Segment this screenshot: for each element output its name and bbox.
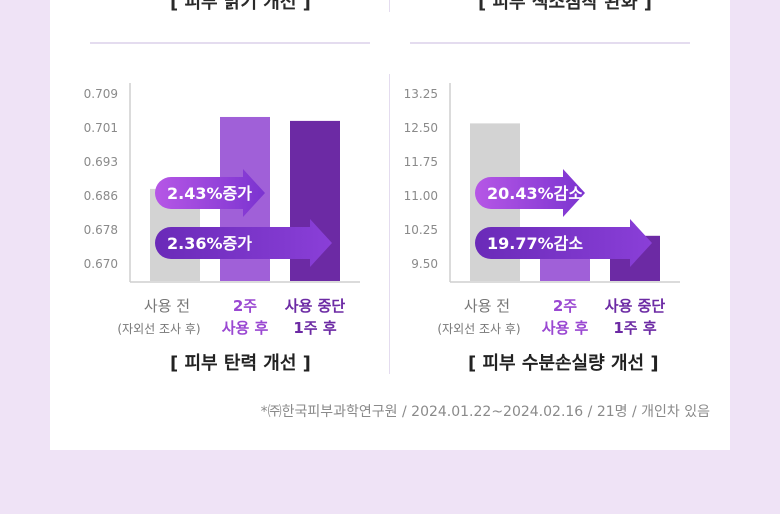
water-loss-chart: 13.25 12.50 11.75 11.00 10.25 9.50 사용 전 (자외선 조사… (404, 83, 680, 337)
results-card: [ 피부 맑기 개선 ] [ 피부 색소침착 완화 ] 0.709 0.701 0.… (50, 0, 730, 450)
elasticity-chart: 0.709 0.701 0.693 0.686 0.678 0.670 사용 전 (자외선 조… (84, 83, 360, 337)
x-category-label: 2주 (233, 297, 257, 315)
source-note: *㈜한국피부과학연구원 / 2024.01.22~2024.02.16 / 21… (260, 404, 710, 420)
x-category-sublabel: (자외선 조사 후) (117, 322, 200, 336)
x-category-sublabel: 사용 후 (542, 319, 589, 337)
vertical-divider (389, 74, 390, 374)
annotation-arrow-1 (155, 219, 332, 267)
x-category-label: 2주 (553, 297, 577, 315)
y-tick-label: 0.693 (84, 155, 118, 169)
x-category-sublabel: (자외선 조사 후) (437, 322, 520, 336)
vertical-divider-top (389, 0, 390, 12)
annotation-arrow-1 (475, 219, 652, 267)
annotation-label-0: 20.43%감소 (487, 184, 583, 203)
y-tick-label: 9.50 (411, 257, 438, 271)
y-tick-label: 0.701 (84, 121, 118, 135)
divider-right (410, 42, 690, 44)
x-category-sublabel: 1주 후 (613, 319, 656, 337)
x-category-label: 사용 중단 (285, 297, 346, 315)
x-category-label: 사용 중단 (605, 297, 666, 315)
divider-left (90, 42, 370, 44)
x-category-label: 사용 전 (464, 297, 510, 315)
x-category-label: 사용 전 (144, 297, 190, 315)
annotation-arrow-0 (155, 169, 265, 217)
water-loss-caption: [ 피부 수분손실량 개선 ] (468, 353, 659, 374)
caption-skin-brightness: [ 피부 맑기 개선 ] (170, 0, 311, 13)
annotation-label-1: 2.36%증가 (167, 234, 252, 253)
y-tick-label: 12.50 (404, 121, 438, 135)
y-tick-label: 0.686 (84, 189, 118, 203)
y-tick-label: 10.25 (404, 223, 438, 237)
annotation-arrow-0 (475, 169, 585, 217)
y-tick-label: 0.670 (84, 257, 118, 271)
x-category-sublabel: 사용 후 (222, 319, 269, 337)
x-category-sublabel: 1주 후 (293, 319, 336, 337)
y-tick-label: 11.00 (404, 189, 438, 203)
y-tick-label: 13.25 (404, 87, 438, 101)
elasticity-caption: [ 피부 탄력 개선 ] (170, 353, 311, 374)
annotation-label-1: 19.77%감소 (487, 234, 583, 253)
y-tick-label: 11.75 (404, 155, 438, 169)
page-bottom-band (0, 450, 780, 514)
y-tick-label: 0.678 (84, 223, 118, 237)
annotation-label-0: 2.43%증가 (167, 184, 252, 203)
y-tick-label: 0.709 (84, 87, 118, 101)
caption-pigmentation: [ 피부 색소침착 완화 ] (478, 0, 652, 13)
